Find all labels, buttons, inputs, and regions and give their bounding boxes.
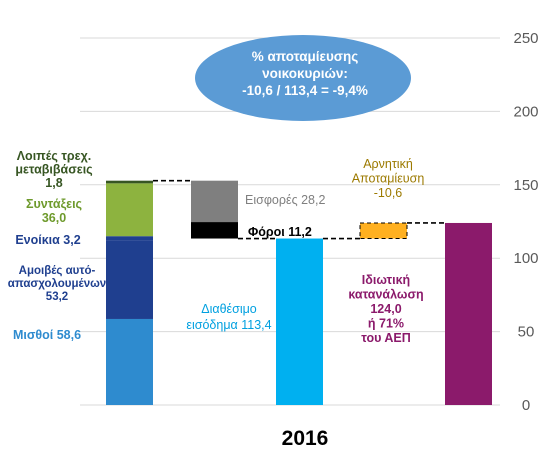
label-line: Λοιπές τρεχ. (17, 149, 92, 163)
bar-foroi (191, 222, 238, 239)
label-katanalosi: Ιδιωτική κατανάλωση 124,0 ή 71% του ΑΕΠ (348, 273, 423, 345)
label-enoikia: Ενοίκια 3,2 (15, 233, 80, 247)
bar-katanalosi (445, 222, 492, 405)
label-line: Αρνητική (363, 157, 413, 171)
annotation-line: νοικοκυριών: (262, 66, 348, 81)
bar-enoikia (106, 236, 153, 241)
label-diathesimo: Διαθέσιμο εισόδημα 113,4 (186, 302, 271, 332)
label-line: 124,0 (370, 302, 401, 316)
bar-syntaxeis (106, 183, 153, 237)
x-axis-label: 2016 (282, 427, 329, 450)
bar-diathesimo (276, 238, 323, 405)
label-loipes: Λοιπές τρεχ. μεταβιβάσεις 1,8 (15, 149, 92, 190)
y-tick-label: 0 (522, 397, 530, 414)
label-line: του ΑΕΠ (361, 331, 411, 345)
bar-misthoi (106, 318, 153, 405)
bar-loipes (106, 180, 153, 184)
bars (106, 180, 492, 405)
label-apotamieusi: Αρνητική Αποταμίευση -10,6 (352, 157, 425, 200)
bar-apotamieusi (359, 222, 408, 240)
label-line: Συντάξεις (26, 197, 82, 211)
label-foroi: Φόροι 11,2 (248, 225, 312, 239)
connector-lines (153, 179, 445, 240)
label-line: κατανάλωση (348, 288, 423, 302)
annotation-line: % αποταμίευσης (252, 49, 359, 64)
annotation-line: -10,6 / 113,4 = -9,4% (242, 83, 368, 98)
label-line: απασχολουμένων (8, 278, 106, 290)
y-tick-label: 100 (513, 250, 538, 267)
label-line: -10,6 (374, 186, 403, 200)
y-tick-label: 50 (518, 324, 535, 341)
label-line: Αμοιβές αυτό- (19, 265, 96, 277)
label-misthoi: Μισθοί 58,6 (13, 328, 81, 342)
saving-rate-annotation: % αποταμίευσης νοικοκυριών: -10,6 / 113,4 … (195, 35, 411, 121)
label-line: Φόροι 11,2 (248, 225, 312, 239)
y-axis: 0 50 100 150 200 250 (513, 30, 538, 414)
label-line: 36,0 (42, 211, 66, 225)
label-line: 53,2 (46, 291, 68, 303)
y-tick-label: 150 (513, 177, 538, 194)
label-line: μεταβιβάσεις (15, 163, 92, 177)
label-amoives: Αμοιβές αυτό-απασχολουμένων 53,2 (8, 265, 106, 303)
label-line: 1,8 (45, 176, 62, 190)
bar-eisfores (191, 180, 238, 223)
bar-amoives (106, 240, 153, 319)
label-eisfores: Εισφορές 28,2 (245, 193, 325, 207)
label-line: Αποταμίευση (352, 172, 425, 186)
label-line: Διαθέσιμο (201, 302, 257, 316)
label-syntaxeis: Συντάξεις 36,0 (26, 197, 82, 225)
y-tick-label: 250 (513, 30, 538, 47)
label-line: εισόδημα 113,4 (186, 318, 271, 332)
annotation-text: % αποταμίευσης νοικοκυριών: -10,6 / 113,4 … (242, 49, 368, 98)
annotation-ellipse (195, 35, 411, 121)
segment-labels: Μισθοί 58,6 Αμοιβές αυτό-απασχολουμένων 53… (8, 149, 425, 345)
y-tick-label: 200 (513, 103, 538, 120)
label-line: ή 71% (368, 317, 404, 331)
label-line: Ενοίκια 3,2 (15, 233, 80, 247)
label-line: Εισφορές 28,2 (245, 193, 325, 207)
label-line: Μισθοί 58,6 (13, 328, 81, 342)
label-line: Ιδιωτική (362, 273, 410, 287)
